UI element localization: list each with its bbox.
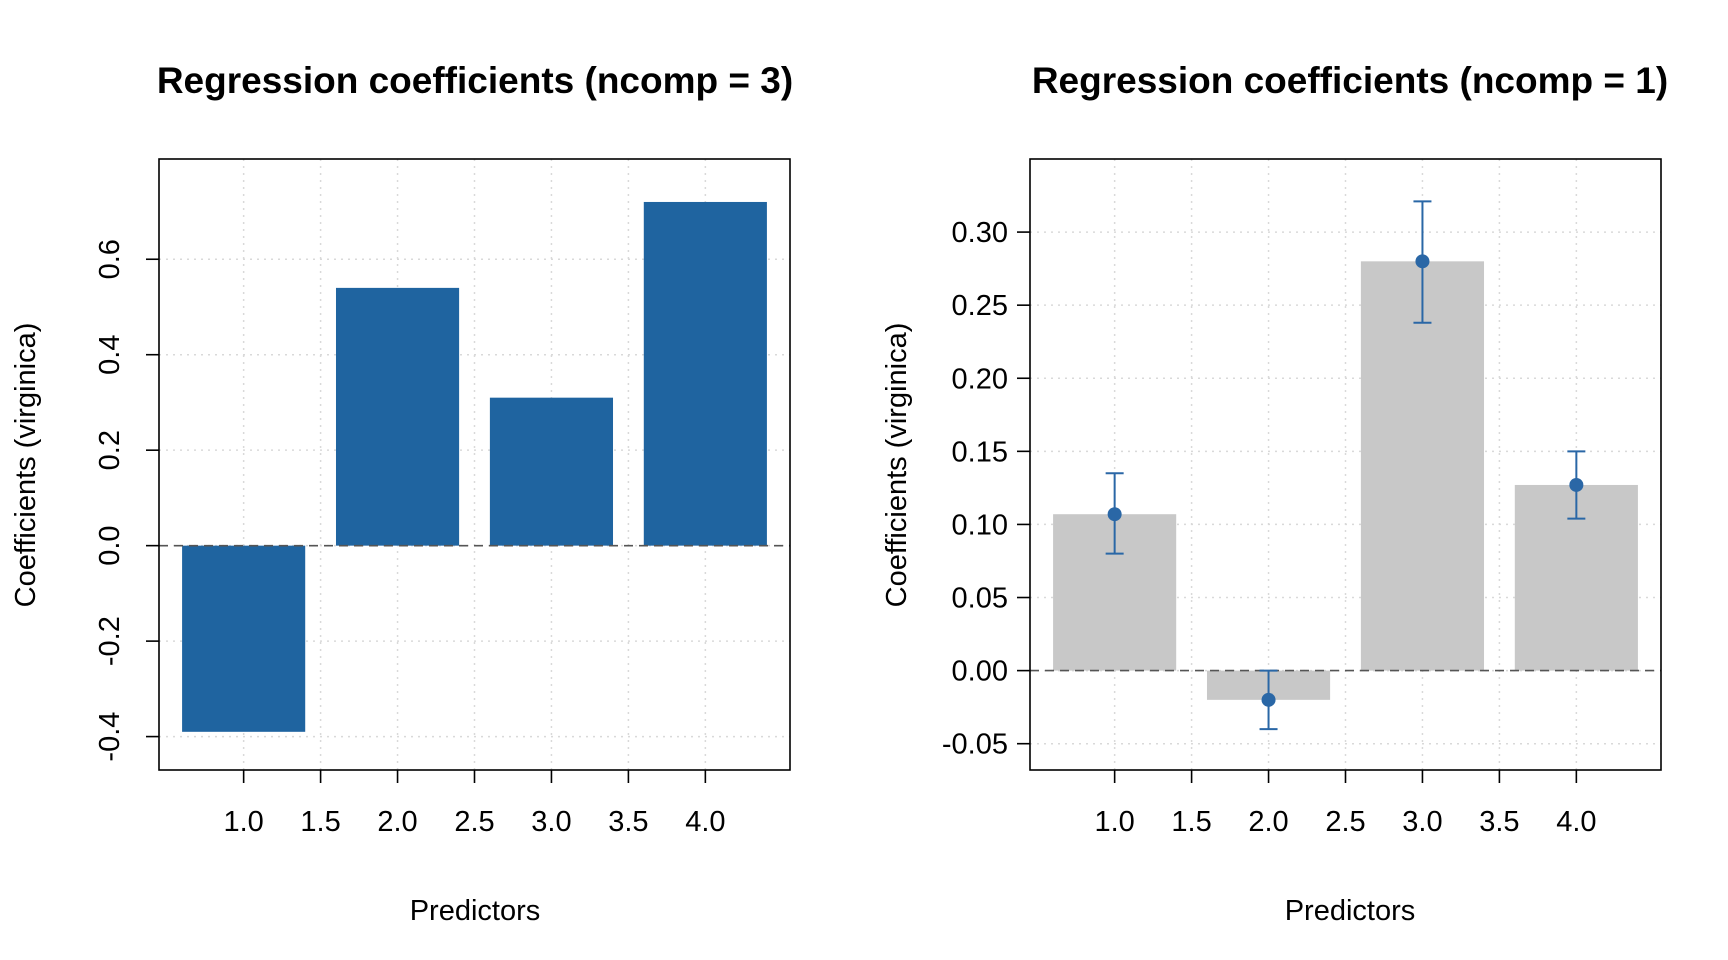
point-estimate: [1261, 692, 1276, 707]
bar-predictor-4: [643, 201, 767, 546]
point-estimate: [1569, 477, 1584, 492]
y-tick-label: 0.10: [952, 509, 1008, 541]
y-tick-label: 0.6: [94, 239, 126, 279]
y-tick-label: 0.20: [952, 363, 1008, 395]
bar-predictor-3: [489, 397, 614, 546]
y-tick-label: 0.4: [94, 335, 126, 375]
x-tick-label: 3.0: [531, 806, 571, 838]
y-tick-label: 0.2: [94, 430, 126, 470]
x-tick-label: 4.0: [1556, 806, 1596, 838]
y-tick-label: -0.4: [94, 712, 126, 762]
y-tick-label: 0.30: [952, 217, 1008, 249]
y-tick-label: -0.05: [942, 729, 1008, 761]
y-axis-label: Coefficients (virginica): [10, 323, 42, 608]
bar-predictor-3: [1360, 261, 1485, 671]
y-tick-label: 0.25: [952, 290, 1008, 322]
x-tick-label: 2.0: [377, 806, 417, 838]
point-estimate: [1107, 507, 1122, 522]
y-tick-label: 0.05: [952, 583, 1008, 615]
x-tick-label: 3.5: [608, 806, 648, 838]
x-tick-label: 2.5: [1325, 806, 1365, 838]
y-tick-label: -0.2: [94, 616, 126, 666]
x-axis-label: Predictors: [1285, 895, 1416, 927]
chart-panel-ncomp-3: 1.0 1.5 2.0 2.5 3.0 3.5 4.0 -0.4 -0.2 0.0 0.2 0.4 0.…: [10, 60, 793, 927]
x-tick-label: 1.0: [223, 806, 263, 838]
x-tick-label: 1.0: [1094, 806, 1134, 838]
x-tick-label: 3.0: [1402, 806, 1442, 838]
bar-predictor-1: [182, 545, 306, 732]
x-tick-label: 2.0: [1248, 806, 1288, 838]
x-axis-label: Predictors: [410, 895, 541, 927]
chart-title: Regression coefficients (ncomp = 1): [1032, 60, 1668, 101]
point-estimate: [1415, 254, 1430, 269]
chart-panel-ncomp-1: 1.0 1.5 2.0 2.5 3.0 3.5 4.0 -0.05 0.00 0.05 0.10 0.…: [881, 60, 1668, 927]
x-tick-label: 1.5: [300, 806, 340, 838]
x-tick-label: 3.5: [1479, 806, 1519, 838]
y-tick-label: 0.00: [952, 656, 1008, 688]
x-tick-label: 2.5: [454, 806, 494, 838]
y-tick-label: 0.15: [952, 436, 1008, 468]
y-tick-label: 0.0: [94, 525, 126, 565]
y-axis-label: Coefficients (virginica): [881, 323, 913, 608]
x-tick-label: 1.5: [1171, 806, 1211, 838]
x-tick-label: 4.0: [685, 806, 725, 838]
chart-title: Regression coefficients (ncomp = 3): [157, 60, 793, 101]
bar-predictor-2: [335, 287, 460, 546]
